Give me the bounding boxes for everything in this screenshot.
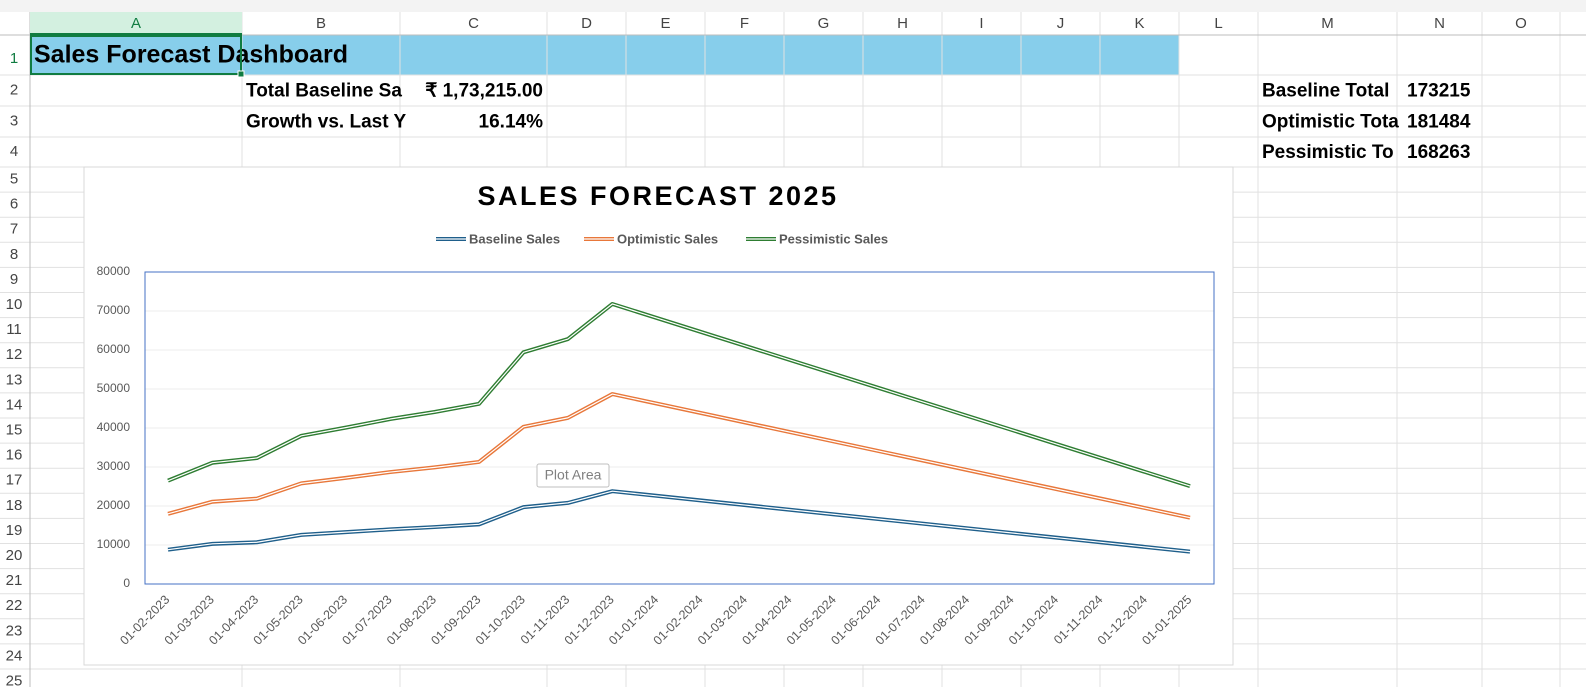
row-header: 21: [6, 572, 23, 589]
selected-cell: [30, 35, 242, 75]
row-header: 12: [6, 346, 23, 363]
row-header: 3: [10, 112, 18, 129]
selected-col-header: [30, 12, 242, 35]
chart-title: SALES FORECAST 2025: [477, 181, 838, 211]
cell-value: 168263: [1407, 142, 1470, 163]
column-header: F: [740, 15, 749, 32]
y-tick-label: 10000: [97, 537, 131, 551]
row-header: 5: [10, 171, 18, 188]
row-header: 13: [6, 371, 23, 388]
column-header: D: [581, 15, 592, 32]
cell-value: ₹ 1,73,215.00: [425, 81, 543, 102]
title-fill: [30, 35, 1179, 75]
row-header: 22: [6, 597, 23, 614]
column-header: B: [316, 15, 326, 32]
tooltip-box: [536, 463, 610, 488]
plot-area: [144, 271, 1215, 585]
column-header: I: [979, 15, 983, 32]
row-header: 11: [6, 321, 22, 338]
row-header: 23: [6, 622, 23, 639]
column-header: N: [1434, 15, 1445, 32]
row-header: 19: [6, 522, 23, 539]
column-header-bar: [0, 12, 1586, 35]
row-header: 1: [10, 50, 18, 67]
column-header: E: [660, 15, 670, 32]
cell-label: Growth vs. Last Y: [246, 112, 406, 133]
row-header: 20: [6, 547, 23, 564]
cell-value: 181484: [1407, 112, 1471, 133]
series-line-core: [167, 303, 1191, 487]
series-line-core: [167, 393, 1191, 519]
y-tick-label: 0: [123, 576, 130, 590]
row-header: 14: [6, 396, 23, 413]
y-tick-label: 40000: [97, 420, 131, 434]
dashboard-title: Sales Forecast Dashboard: [34, 41, 348, 69]
legend-label: Optimistic Sales: [617, 231, 718, 246]
column-header: A: [131, 15, 141, 32]
column-header: H: [897, 15, 908, 32]
row-header: 17: [6, 472, 23, 489]
row-header: 6: [10, 196, 18, 213]
row-header: 15: [6, 422, 23, 439]
chart-area: [83, 166, 1234, 666]
series-line-core: [167, 490, 1191, 553]
y-tick-label: 30000: [97, 459, 131, 473]
cell-label: Baseline Total: [1262, 81, 1389, 102]
top-strip: [0, 0, 1586, 12]
y-tick-label: 70000: [97, 303, 131, 317]
y-tick-label: 20000: [97, 498, 131, 512]
column-header: G: [818, 15, 830, 32]
cell-label: Optimistic Tota: [1262, 112, 1399, 133]
row-header: 24: [6, 647, 23, 664]
row-header: 9: [10, 271, 18, 288]
y-tick-label: 50000: [97, 381, 131, 395]
cell-label: Pessimistic To: [1262, 142, 1394, 163]
row-header: 2: [10, 81, 18, 98]
cell-label: Total Baseline Sa: [246, 81, 402, 102]
legend-label: Pessimistic Sales: [779, 231, 888, 246]
tooltip: Plot Area: [545, 467, 602, 483]
row-header: 18: [6, 497, 23, 514]
row-header: 8: [10, 246, 18, 263]
fill-handle: [237, 70, 245, 78]
row-header: 16: [6, 447, 23, 464]
cell-value: 173215: [1407, 81, 1471, 102]
column-header: J: [1057, 15, 1065, 32]
column-header: L: [1214, 15, 1222, 32]
column-header: M: [1321, 15, 1334, 32]
cell-value: 16.14%: [479, 112, 544, 133]
column-header: O: [1515, 15, 1527, 32]
legend-label: Baseline Sales: [469, 231, 560, 246]
row-header: 10: [6, 296, 23, 313]
column-header: K: [1134, 15, 1144, 32]
row-header: 4: [10, 143, 18, 160]
y-tick-label: 80000: [97, 264, 131, 278]
y-tick-label: 60000: [97, 342, 131, 356]
row-header: 25: [6, 673, 23, 687]
row-header: 7: [10, 221, 18, 238]
column-header: C: [468, 15, 479, 32]
